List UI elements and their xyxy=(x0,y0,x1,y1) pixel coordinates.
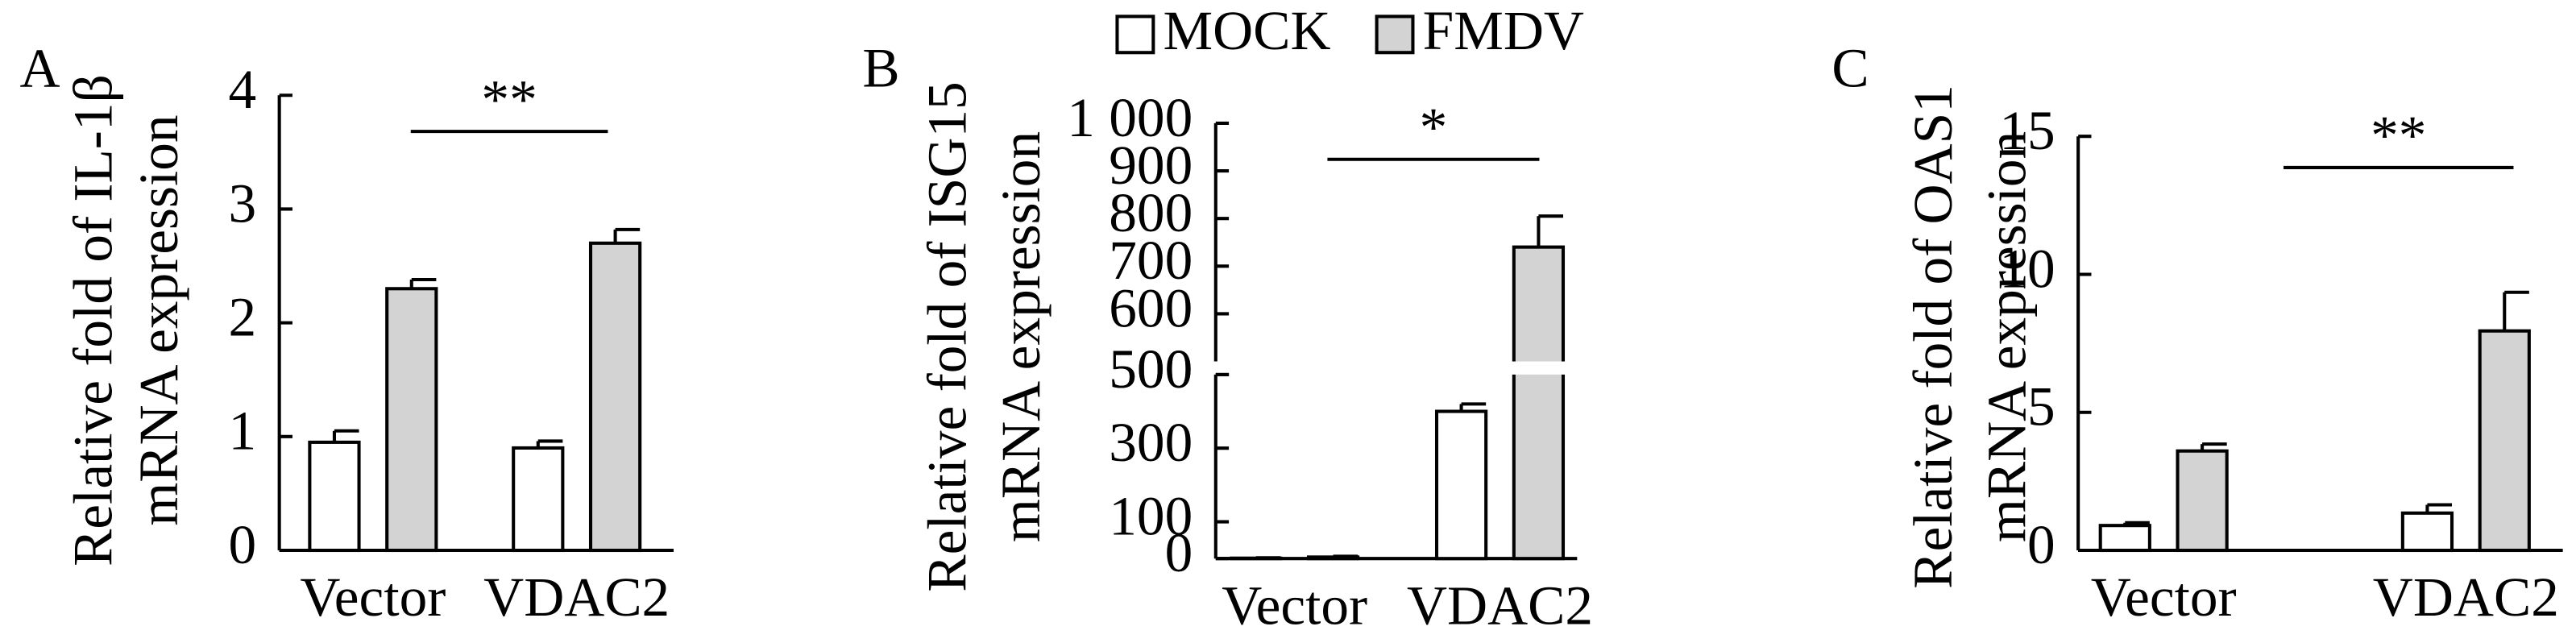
x-tick-label: VDAC2 xyxy=(1407,574,1593,636)
y-tick-label: 300 xyxy=(1109,411,1193,473)
bar xyxy=(2176,449,2229,553)
panel-label: C xyxy=(1831,37,1869,99)
y-tick-label: 100 xyxy=(1109,484,1193,546)
panel-label: B xyxy=(862,37,899,99)
legend-swatch xyxy=(1115,15,1155,55)
legend: MOCK FMDV xyxy=(1115,0,1584,61)
bar xyxy=(308,440,361,553)
x-tick-label: VDAC2 xyxy=(2373,566,2559,628)
significance-mark: * xyxy=(1420,96,1448,158)
axis-break xyxy=(1510,361,1567,375)
x-tick-label: Vector xyxy=(1222,574,1367,636)
y-tick-label: 500 xyxy=(1109,338,1193,400)
bar xyxy=(1512,245,1566,561)
y-tick-label: 700 xyxy=(1109,229,1193,291)
y-axis-label: mRNA expression xyxy=(989,131,1052,542)
y-tick-label: 10 xyxy=(1999,237,2055,299)
legend-swatch xyxy=(1375,15,1415,55)
bar xyxy=(2478,329,2531,553)
significance-mark: ** xyxy=(2371,104,2426,166)
legend-label: MOCK xyxy=(1164,0,1331,61)
panel-label: A xyxy=(20,37,60,99)
y-axis-label: Relative fold of ISG15 xyxy=(915,81,977,591)
y-axis-label: Relative fold of IL-1β xyxy=(61,74,123,566)
bar xyxy=(1434,409,1488,561)
y-tick-label: 0 xyxy=(2027,513,2055,575)
y-tick-label: 0 xyxy=(228,513,256,575)
y-tick-label: 900 xyxy=(1109,134,1193,196)
y-tick-label: 3 xyxy=(228,172,256,234)
y-tick-label: 600 xyxy=(1109,276,1193,338)
bar xyxy=(512,446,565,553)
legend-label: FMDV xyxy=(1423,0,1584,61)
y-tick-label: 1 000 xyxy=(1067,86,1193,148)
bar xyxy=(2400,511,2454,553)
y-tick-label: 5 xyxy=(2027,375,2055,438)
y-axis-label: Relative fold of OAS1 xyxy=(1902,85,1964,589)
bar xyxy=(588,241,642,553)
y-tick-label: 500 xyxy=(1109,338,1193,400)
bar xyxy=(385,287,438,553)
x-tick-label: Vector xyxy=(300,566,446,628)
x-tick-label: Vector xyxy=(2091,566,2237,628)
y-tick-label: 800 xyxy=(1109,181,1193,243)
y-tick-label: 15 xyxy=(1999,99,2055,161)
significance-mark: ** xyxy=(481,68,537,130)
y-tick-label: 1 xyxy=(228,400,256,462)
y-tick-label: 2 xyxy=(228,286,256,348)
x-tick-label: VDAC2 xyxy=(483,566,670,628)
y-axis-label: mRNA expression xyxy=(127,114,189,525)
bar xyxy=(2098,524,2151,553)
y-axis-label: mRNA expression xyxy=(1976,131,2038,542)
y-tick-label: 0 xyxy=(1165,521,1193,583)
y-tick-label: 4 xyxy=(228,58,256,120)
